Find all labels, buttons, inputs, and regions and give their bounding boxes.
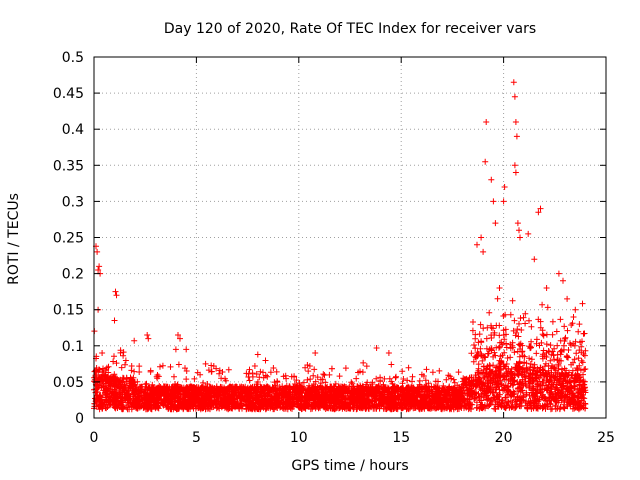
y-tick-label: 0.35 [53,158,84,174]
y-tick-label: 0.4 [62,122,84,138]
y-tick-label: 0.05 [53,375,84,391]
y-tick-label: 0 [75,411,84,427]
roti-markers [91,79,589,413]
x-tick-label: 20 [495,430,513,446]
x-tick-label: 25 [597,430,615,446]
data-points [91,79,589,413]
chart-title: Day 120 of 2020, Rate Of TEC Index for r… [164,21,536,37]
y-tick-label: 0.25 [53,231,84,247]
y-tick-label: 0.1 [62,339,84,355]
tick-labels: 0 5 10 15 20 25 0 0.05 0.1 0.15 0.2 0.25 0.3 0.35 0.4 0… [53,50,615,446]
y-tick-label: 0.5 [62,50,84,66]
x-tick-label: 10 [290,430,308,446]
y-axis-label: ROTI / TECUs [6,193,22,285]
x-tick-label: 0 [90,430,99,446]
y-tick-label: 0.3 [62,194,84,210]
axis-ticks [93,56,607,419]
x-axis-label: GPS time / hours [291,458,408,474]
y-tick-label: 0.15 [53,303,84,319]
grid-lines [94,57,606,418]
y-tick-label: 0.2 [62,267,84,283]
x-tick-label: 15 [392,430,410,446]
y-tick-label: 0.45 [53,86,84,102]
x-tick-label: 5 [192,430,201,446]
